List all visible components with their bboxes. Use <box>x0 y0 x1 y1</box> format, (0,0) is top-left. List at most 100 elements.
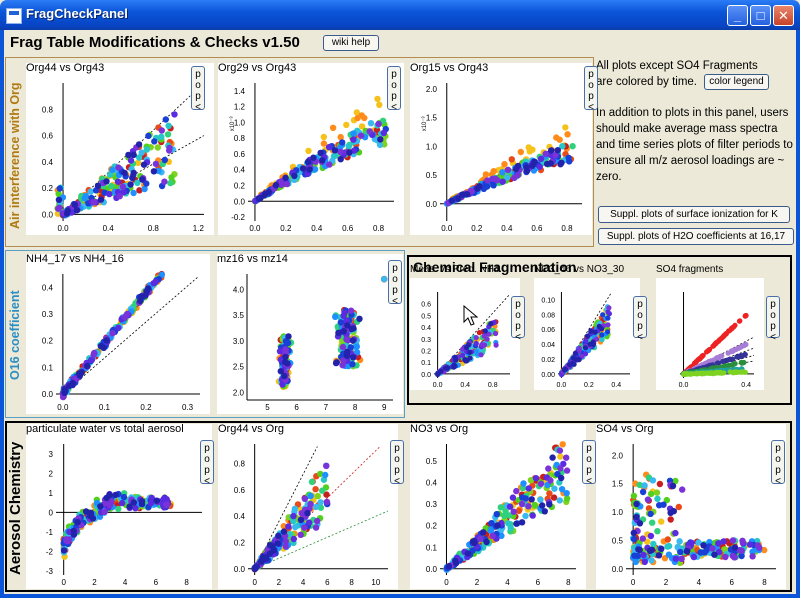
plot-org29-vs-org43[interactable]: 0.0 0.2 0.4 0.6 0.8 -0.2 0.0 0.2 0.4 0.6 0.8 1.0 1.2… <box>218 62 404 235</box>
x-tick-label: 0.0 <box>441 224 453 233</box>
data-point <box>151 138 158 145</box>
data-point <box>552 151 559 159</box>
pop-button-org44-vs-org[interactable]: p o p < <box>390 440 404 487</box>
pop-button-meas-vs-pred-nh4[interactable]: p o p < <box>511 296 525 343</box>
pop-button-so4-fragments[interactable]: p o p < <box>766 296 780 343</box>
data-point <box>630 535 638 543</box>
minimize-button[interactable]: _ <box>727 5 748 26</box>
data-point <box>557 161 564 168</box>
x-tick-label: 0 <box>631 578 636 587</box>
data-point <box>498 532 505 539</box>
x-tick-label: 4 <box>301 578 306 587</box>
plot-nh4-17-vs-nh4-16[interactable]: 0.0 0.1 0.2 0.3 0.0 0.1 0.2 0.3 0.4 NH4_17 vs NH4… <box>26 253 210 414</box>
y-tick-label: 1.0 <box>234 118 246 127</box>
close-button[interactable]: ✕ <box>773 5 794 26</box>
x-tick-label: 2 <box>92 578 97 587</box>
plot-org44-vs-org43[interactable]: 0.0 0.4 0.8 1.2 0.0 0.2 0.4 0.6 0.8 Org44 vs Org4… <box>26 62 214 235</box>
y-tick-label: 0.1 <box>421 360 431 367</box>
data-point <box>460 352 466 358</box>
data-point <box>69 381 76 389</box>
plot-no3-46-vs-no3-30[interactable]: 0.0 0.2 0.4 0.00 0.02 0.04 0.06 0.08 0.10 NO3_46 … <box>534 264 640 390</box>
data-point <box>641 482 648 489</box>
data-point <box>292 523 299 531</box>
plot-mz16-vs-mz14[interactable]: 5 6 7 8 9 2.0 2.5 3.0 3.5 4.0 mz16 vs mz14 <box>217 253 403 414</box>
pop-button-org44-vs-org43[interactable]: p o p < <box>191 66 205 113</box>
maximize-button[interactable]: □ <box>750 5 771 26</box>
pop-button-no3-46-vs-no3-30[interactable]: p o p < <box>633 296 647 343</box>
data-point <box>742 369 748 375</box>
data-point <box>171 111 178 118</box>
y-tick-label: 2.0 <box>426 85 438 94</box>
plot-org15-vs-org43[interactable]: 0.0 0.2 0.4 0.6 0.8 0.0 0.5 1.0 1.5 2.0 x10⁻³ Org15… <box>410 62 592 235</box>
y-tick-label: -0.2 <box>231 213 245 222</box>
suppl-h2o-coefficients-button[interactable]: Suppl. plots of H2O coefficients at 16,1… <box>598 228 794 245</box>
pop-button-no3-vs-org[interactable]: p o p < <box>582 440 596 487</box>
wiki-help-button[interactable]: wiki help <box>323 35 379 51</box>
plot-so4-vs-org[interactable]: 0 2 4 6 8 0.0 0.5 1.0 1.5 2.0 SO4 vs Org <box>596 423 786 589</box>
data-point <box>509 494 517 501</box>
plot-particulate-water-vs-total-aerosol[interactable]: 0 2 4 6 8 -3 -2 -1 0 1 2 3 particulate water vs tota… <box>26 423 212 589</box>
pop-button-mz16-vs-mz14[interactable]: p o p < <box>388 260 402 307</box>
y-tick-label: 0.0 <box>421 372 431 379</box>
y-tick-label: -1 <box>46 528 54 537</box>
data-point <box>265 188 273 196</box>
color-legend-button[interactable]: color legend <box>704 74 769 90</box>
pop-button-org15-vs-org43[interactable]: p o p < <box>584 66 598 113</box>
x-tick-label: 2 <box>664 578 669 587</box>
data-point <box>741 359 747 366</box>
data-point <box>353 109 360 116</box>
data-point <box>304 509 311 517</box>
data-point <box>746 541 754 548</box>
plot-so4-vs-org-canvas: 0 2 4 6 8 0.0 0.5 1.0 1.5 2.0 <box>612 444 776 587</box>
x-tick-label: 5 <box>265 403 270 412</box>
data-point <box>508 156 515 163</box>
data-point <box>510 508 517 515</box>
y-tick-label: 3.5 <box>233 311 245 320</box>
data-point <box>129 174 136 182</box>
data-point <box>543 160 551 168</box>
x-tick-label: 0.0 <box>557 382 567 389</box>
reference-line <box>254 446 318 569</box>
data-point <box>654 495 661 502</box>
data-point <box>90 351 97 358</box>
pop-button-so4-vs-org[interactable]: p o p < <box>771 440 785 487</box>
pop-button-particulate-water-vs-total-aerosol[interactable]: p o p < <box>200 440 214 487</box>
data-point <box>164 501 171 508</box>
x-tick-label: 0.4 <box>311 224 323 233</box>
y-tick-label: 2.0 <box>612 451 624 460</box>
data-point <box>474 348 480 355</box>
data-point <box>367 120 375 127</box>
group-air-interference <box>5 57 594 247</box>
data-point <box>527 477 535 484</box>
plot-title: SO4 vs Org <box>596 423 654 435</box>
suppl-surface-ionization-button[interactable]: Suppl. plots of surface ionization for K <box>598 206 790 223</box>
x-tick-label: 8 <box>353 403 358 412</box>
plot-meas-vs-pred-nh4[interactable]: 0.0 0.4 0.8 0.0 0.1 0.2 0.3 0.4 0.5 0.6 Meas. vs P… <box>410 264 520 390</box>
data-point <box>317 504 325 511</box>
data-point <box>562 366 568 372</box>
plot-title: Meas. vs Pred. NH4 <box>410 264 500 275</box>
plot-so4-fragments[interactable]: 0.0 0.4 SO4 fragments <box>656 264 764 390</box>
data-point <box>317 149 324 157</box>
data-point <box>130 151 137 159</box>
data-point <box>639 488 647 496</box>
data-point <box>124 310 131 318</box>
pop-button-org29-vs-org43[interactable]: p o p < <box>387 66 401 113</box>
data-point <box>542 150 549 157</box>
data-point <box>76 372 83 379</box>
x-tick-label: 6 <box>294 403 299 412</box>
data-point <box>674 544 681 551</box>
reference-line <box>62 276 199 395</box>
reference-line <box>437 293 511 375</box>
window-titlebar[interactable]: FragCheckPanel _ □ ✕ <box>0 0 800 30</box>
plot-org44-vs-org[interactable]: 0 2 4 6 8 10 0.0 0.2 0.4 0.6 0.8 Org44 vs Org <box>218 423 398 589</box>
x-tick-label: 0.0 <box>433 382 443 389</box>
plot-title: NO3 vs Org <box>410 423 469 435</box>
data-point <box>343 317 350 324</box>
data-point <box>108 182 115 190</box>
y-tick-label: 2.0 <box>233 388 245 397</box>
plot-no3-vs-org[interactable]: 0 2 4 6 8 0.0 0.1 0.2 0.3 0.4 0.5 NO3 vs Org <box>410 423 586 589</box>
data-point <box>332 313 339 320</box>
data-point <box>721 370 727 376</box>
data-point <box>665 542 673 550</box>
